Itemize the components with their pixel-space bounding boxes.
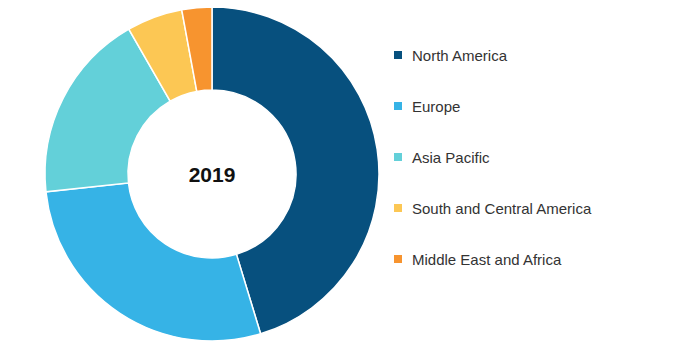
legend-swatch [394, 102, 402, 110]
legend-label: Europe [412, 98, 460, 115]
legend-label: Middle East and Africa [412, 251, 562, 268]
legend: North America Europe Asia Pacific South and… [394, 47, 592, 268]
legend-swatch [394, 204, 402, 212]
slice [46, 183, 261, 341]
legend-swatch [394, 255, 402, 263]
legend-swatch [394, 51, 402, 59]
pie-group [45, 7, 379, 341]
legend-label: South and Central America [412, 200, 592, 217]
legend-label: North America [412, 47, 508, 64]
legend-label: Asia Pacific [412, 149, 490, 166]
chart: 2019 North America Europe Asia Pacific South… [0, 0, 680, 353]
legend-swatch [394, 153, 402, 161]
slice [182, 7, 212, 91]
center-title: 2019 [189, 163, 236, 186]
